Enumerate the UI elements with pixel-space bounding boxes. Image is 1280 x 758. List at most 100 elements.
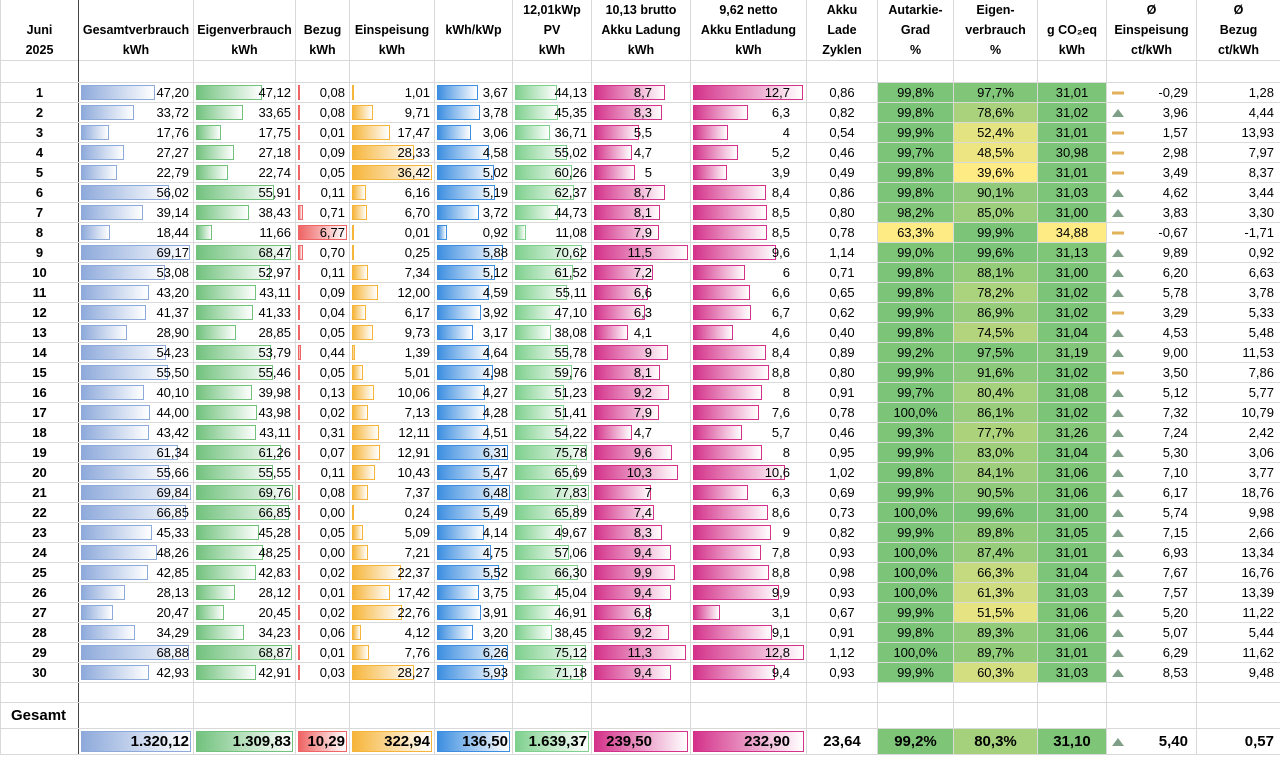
cell: 31,01 bbox=[1037, 122, 1107, 143]
cell-text: 6,6 bbox=[633, 285, 652, 300]
cell: 0,08 bbox=[295, 102, 350, 123]
header-cell: Autarkie- bbox=[877, 0, 954, 20]
cell-text: 100,0% bbox=[893, 405, 938, 420]
cell-text: 52,4% bbox=[977, 125, 1014, 140]
cell: 28 bbox=[0, 622, 79, 643]
cell-text: 99,9% bbox=[897, 485, 934, 500]
data-bar bbox=[196, 625, 244, 640]
cell-text: 46,91 bbox=[554, 605, 587, 620]
cell-text: 0,08 bbox=[319, 105, 345, 120]
cell-text: 19 bbox=[32, 445, 47, 460]
cell-text: 0,05 bbox=[319, 165, 345, 180]
data-bar bbox=[298, 245, 304, 260]
data-bar bbox=[81, 225, 111, 240]
data-bar bbox=[515, 605, 560, 620]
cell-text: 65,89 bbox=[554, 505, 587, 520]
cell-text: 8,7 bbox=[633, 185, 652, 200]
cell: 0,01 bbox=[295, 582, 350, 603]
cell: 31,03 bbox=[1037, 662, 1107, 683]
cell: 6,20 bbox=[1106, 262, 1197, 283]
empty-cell bbox=[0, 682, 79, 703]
cell: 0,49 bbox=[806, 162, 878, 183]
cell: 3,83 bbox=[1106, 202, 1197, 223]
total-row: 1.320,12 1.309,83 10,29 322,94 136,50 1.639,3… bbox=[0, 728, 1280, 755]
cell: 69,17 bbox=[78, 242, 194, 263]
cell-text: 10,3 bbox=[626, 465, 652, 480]
cell-text: 75,12 bbox=[554, 645, 587, 660]
cell: 89,7% bbox=[953, 642, 1038, 663]
cell-text: 0,71 bbox=[829, 265, 855, 280]
cell-text: 7 bbox=[35, 205, 44, 220]
cell: 4,28 bbox=[434, 402, 513, 423]
cell-text: 3,91 bbox=[482, 605, 508, 620]
cell-text: 0,11 bbox=[320, 465, 345, 480]
cell: 0,01 bbox=[295, 642, 350, 663]
cell-text: 20,47 bbox=[156, 605, 189, 620]
data-bar bbox=[594, 285, 648, 300]
cell-text: 5,30 bbox=[1162, 445, 1188, 460]
data-bar bbox=[594, 105, 662, 120]
cell-text: 27,27 bbox=[156, 145, 189, 160]
header-cell: kWh bbox=[690, 40, 807, 61]
data-bar bbox=[81, 85, 156, 100]
data-bar bbox=[196, 225, 213, 240]
data-bar bbox=[437, 665, 504, 680]
cell-text: 51,23 bbox=[554, 385, 587, 400]
trend-icon bbox=[1112, 268, 1124, 277]
cell-text: 4,98 bbox=[482, 365, 508, 380]
cell: 8 bbox=[690, 442, 807, 463]
cell: 0,67 bbox=[806, 602, 878, 623]
cell-text: 78,6% bbox=[977, 105, 1014, 120]
cell-text: 11,53 bbox=[1242, 345, 1274, 360]
cell-text: 9,2 bbox=[633, 625, 652, 640]
cell-text: 18,44 bbox=[156, 225, 189, 240]
cell-text: 43,42 bbox=[156, 425, 189, 440]
cell: 7,21 bbox=[349, 542, 435, 563]
data-bar bbox=[196, 525, 259, 540]
cell-text: 7,8 bbox=[771, 545, 790, 560]
data-bar bbox=[352, 405, 368, 420]
cell-text: 7,34 bbox=[404, 265, 430, 280]
empty-cell bbox=[877, 702, 954, 729]
data-bar bbox=[81, 305, 147, 320]
data-bar bbox=[594, 465, 679, 480]
header-cell bbox=[295, 0, 350, 20]
trend-icon bbox=[1112, 488, 1124, 497]
trend-icon bbox=[1112, 388, 1124, 397]
cell-text: 69,76 bbox=[258, 485, 291, 500]
data-bar bbox=[515, 325, 552, 340]
cell-text: 83,0% bbox=[977, 445, 1014, 460]
cell-text: 3,44 bbox=[1248, 185, 1274, 200]
cell: 65,69 bbox=[512, 462, 592, 483]
trend-icon bbox=[1112, 288, 1124, 297]
cell: 31,00 bbox=[1037, 202, 1107, 223]
cell-text: 28,33 bbox=[397, 145, 430, 160]
cell-text: 55,50 bbox=[156, 365, 189, 380]
cell-text: 0,09 bbox=[319, 145, 345, 160]
cell: 100,0% bbox=[877, 582, 954, 603]
cell-text: 9,4 bbox=[633, 585, 652, 600]
cell: 0,02 bbox=[295, 562, 350, 583]
cell: 4,27 bbox=[434, 382, 513, 403]
cell: 55,02 bbox=[512, 142, 592, 163]
cell: 0,04 bbox=[295, 302, 350, 323]
cell: 8,8 bbox=[690, 562, 807, 583]
cell: 12 bbox=[0, 302, 79, 323]
data-row: 4 27,27 27,18 0,09 28,33 4,58 55,02 4,7 5,2 0,46 9… bbox=[0, 142, 1280, 163]
cell: 42,93 bbox=[78, 662, 194, 683]
cell: 7,2 bbox=[591, 262, 691, 283]
cell: 0,05 bbox=[295, 322, 350, 343]
cell: 322,94 bbox=[349, 728, 435, 755]
cell: 0,00 bbox=[295, 502, 350, 523]
cell: 16,76 bbox=[1196, 562, 1280, 583]
empty-cell bbox=[953, 682, 1038, 703]
cell-text: 12 bbox=[32, 305, 47, 320]
cell-text: 9,4 bbox=[771, 665, 790, 680]
cell: 10,6 bbox=[690, 462, 807, 483]
cell-text: 13 bbox=[32, 325, 47, 340]
cell: 6,63 bbox=[1196, 262, 1280, 283]
cell-text: 322,94 bbox=[384, 733, 430, 750]
cell-text: 0,86 bbox=[829, 185, 855, 200]
cell: 6,93 bbox=[1106, 542, 1197, 563]
